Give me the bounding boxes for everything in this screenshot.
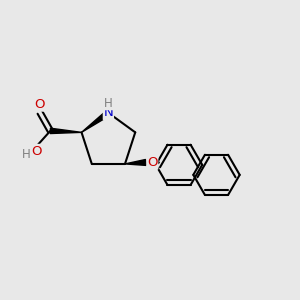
Text: N: N bbox=[103, 106, 113, 119]
Text: O: O bbox=[147, 156, 158, 169]
Text: H: H bbox=[22, 148, 30, 160]
Text: O: O bbox=[31, 145, 42, 158]
Text: H: H bbox=[104, 97, 113, 110]
Polygon shape bbox=[82, 110, 110, 132]
Polygon shape bbox=[50, 128, 82, 134]
Text: O: O bbox=[34, 98, 45, 111]
Polygon shape bbox=[125, 160, 146, 165]
